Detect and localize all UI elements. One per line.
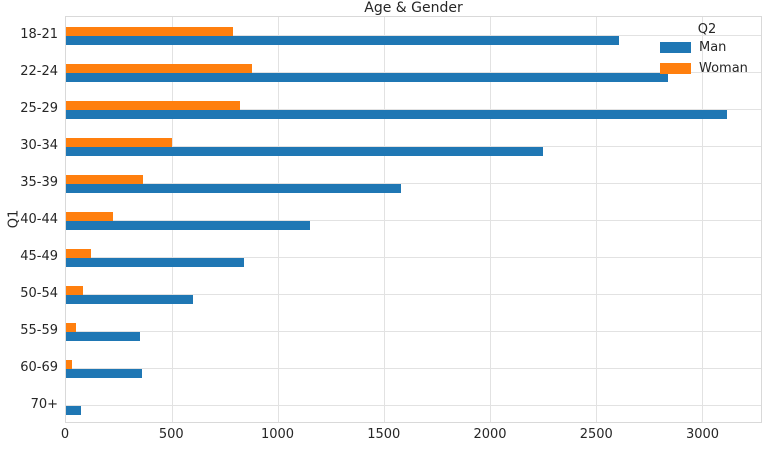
y-tick-label: 45-49 (20, 248, 58, 264)
category-row (66, 17, 761, 54)
plot-area: Q2 Man Woman (65, 16, 762, 423)
y-tick-label: 50-54 (20, 285, 58, 301)
horizontal-gridline (66, 182, 761, 184)
x-tick-label: 2500 (579, 427, 613, 442)
y-tick-label: 25-29 (20, 100, 58, 116)
bar-man-50-54 (66, 294, 194, 304)
category-row (66, 387, 761, 424)
bar-woman-35-39 (66, 174, 144, 184)
bar-man-18-21 (66, 35, 620, 45)
y-tick-label: 40-44 (20, 211, 58, 227)
x-tick-label: 0 (60, 427, 70, 442)
horizontal-gridline (66, 330, 761, 332)
legend-swatch-woman-icon (660, 63, 691, 74)
x-tick-label: 1000 (260, 427, 295, 442)
bar-man-60-69 (66, 368, 143, 378)
bar-woman-50-54 (66, 285, 83, 295)
legend-swatch-man-icon (660, 42, 691, 53)
bar-woman-22-24 (66, 63, 253, 73)
legend-item-man: Man (660, 40, 754, 55)
horizontal-gridline (66, 367, 761, 369)
bar-man-30-34 (66, 146, 543, 156)
category-row (66, 313, 761, 350)
horizontal-gridline (66, 34, 761, 36)
bar-man-45-49 (66, 257, 244, 267)
y-tick-label: 70+ (30, 396, 58, 412)
category-row (66, 128, 761, 165)
y-tick-label: 35-39 (20, 174, 58, 190)
bar-woman-30-34 (66, 137, 172, 147)
bar-woman-60-69 (66, 359, 72, 369)
bar-man-35-39 (66, 183, 401, 193)
horizontal-gridline (66, 108, 761, 110)
category-row (66, 165, 761, 202)
category-row (66, 350, 761, 387)
bar-man-70+ (66, 405, 81, 415)
legend-title: Q2 (697, 22, 717, 37)
category-row (66, 54, 761, 91)
legend: Q2 Man Woman (660, 22, 754, 82)
horizontal-gridline (66, 145, 761, 147)
y-tick-label: 18-21 (20, 26, 58, 42)
bar-man-22-24 (66, 72, 668, 82)
bar-woman-55-59 (66, 322, 76, 332)
bar-man-25-29 (66, 109, 728, 119)
y-tick-label: 55-59 (20, 322, 58, 338)
bar-woman-25-29 (66, 100, 240, 110)
y-tick-label: 60-69 (20, 359, 58, 375)
horizontal-gridline (66, 404, 761, 406)
bar-woman-18-21 (66, 26, 234, 36)
horizontal-gridline (66, 71, 761, 73)
category-row (66, 202, 761, 239)
x-tick-label: 2000 (473, 427, 507, 442)
bar-woman-45-49 (66, 248, 92, 258)
horizontal-gridline (66, 219, 761, 221)
legend-label-man: Man (699, 40, 727, 55)
bar-woman-40-44 (66, 211, 113, 221)
x-tick-label: 500 (158, 427, 184, 442)
horizontal-gridline (66, 293, 761, 295)
y-tick-label: 22-24 (20, 63, 58, 79)
x-tick-label: 1500 (367, 427, 401, 442)
bar-man-55-59 (66, 331, 141, 341)
category-row (66, 276, 761, 313)
legend-item-woman: Woman (660, 61, 754, 76)
legend-label-woman: Woman (699, 61, 748, 76)
x-tick-label: 3000 (685, 427, 720, 442)
category-row (66, 239, 761, 276)
y-tick-label: 30-34 (20, 137, 58, 153)
bar-man-40-44 (66, 220, 310, 230)
category-row (66, 91, 761, 128)
chart-title: Age & Gender (364, 0, 463, 16)
horizontal-gridline (66, 256, 761, 258)
